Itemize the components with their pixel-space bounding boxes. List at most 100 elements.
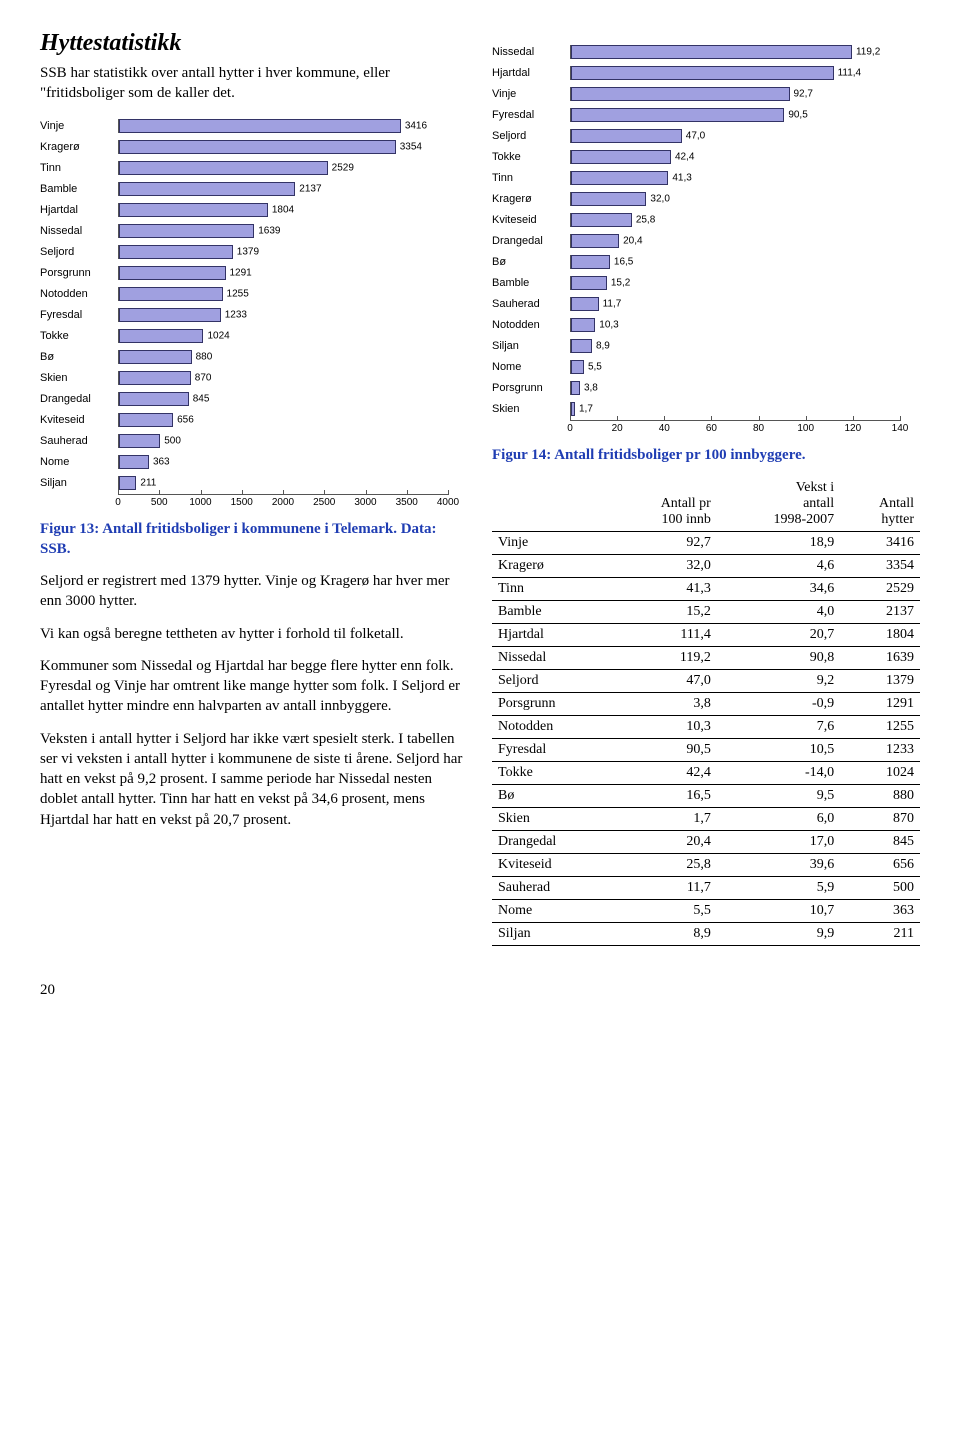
table-cell: 1379 bbox=[840, 670, 920, 693]
bar-value-label: 10,3 bbox=[599, 320, 618, 331]
bar bbox=[119, 476, 136, 490]
bar bbox=[119, 224, 254, 238]
axis-tick-label: 120 bbox=[845, 423, 862, 434]
bar bbox=[571, 150, 671, 164]
table-cell: 20,7 bbox=[717, 624, 840, 647]
bar bbox=[119, 119, 401, 133]
bar-value-label: 15,2 bbox=[611, 278, 630, 289]
bar-category-label: Fyresdal bbox=[492, 109, 570, 121]
bar-row: Hjartdal1804 bbox=[40, 200, 468, 220]
bar-row: Bamble2137 bbox=[40, 179, 468, 199]
table-cell: 39,6 bbox=[717, 854, 840, 877]
bar-value-label: 8,9 bbox=[596, 341, 610, 352]
bar-value-label: 20,4 bbox=[623, 236, 642, 247]
bar-value-label: 500 bbox=[164, 435, 181, 446]
bar-value-label: 870 bbox=[195, 372, 212, 383]
table-cell: 111,4 bbox=[611, 624, 717, 647]
table-cell: 363 bbox=[840, 900, 920, 923]
table-cell: 870 bbox=[840, 808, 920, 831]
table-cell: 41,3 bbox=[611, 578, 717, 601]
bar-row: Fyresdal90,5 bbox=[492, 105, 920, 125]
page-title: Hyttestatistikk bbox=[40, 30, 468, 57]
body-paragraph: Seljord er registrert med 1379 hytter. V… bbox=[40, 571, 468, 612]
table-cell: 845 bbox=[840, 831, 920, 854]
bar-category-label: Seljord bbox=[492, 130, 570, 142]
bar bbox=[119, 371, 191, 385]
bar bbox=[571, 339, 592, 353]
bar-row: Drangedal845 bbox=[40, 389, 468, 409]
bar-category-label: Tinn bbox=[492, 172, 570, 184]
bar-row: Sauherad11,7 bbox=[492, 294, 920, 314]
bar-row: Tinn2529 bbox=[40, 158, 468, 178]
bar-category-label: Sauherad bbox=[40, 435, 118, 447]
table-cell: Sauherad bbox=[492, 877, 611, 900]
table-cell: 47,0 bbox=[611, 670, 717, 693]
bar-value-label: 25,8 bbox=[636, 215, 655, 226]
bar-row: Porsgrunn1291 bbox=[40, 263, 468, 283]
table-cell: 5,5 bbox=[611, 900, 717, 923]
axis-tick-label: 500 bbox=[151, 497, 168, 508]
table-cell: 211 bbox=[840, 923, 920, 946]
bar bbox=[571, 171, 668, 185]
axis-tick-label: 1000 bbox=[189, 497, 211, 508]
bar bbox=[119, 245, 233, 259]
axis-tick-label: 40 bbox=[659, 423, 670, 434]
table-cell: Skien bbox=[492, 808, 611, 831]
bar-row: Tinn41,3 bbox=[492, 168, 920, 188]
table-cell: 4,0 bbox=[717, 601, 840, 624]
table-row: Porsgrunn3,8-0,91291 bbox=[492, 693, 920, 716]
table-cell: 34,6 bbox=[717, 578, 840, 601]
table-cell: 3,8 bbox=[611, 693, 717, 716]
bar-value-label: 656 bbox=[177, 414, 194, 425]
bar-row: Seljord1379 bbox=[40, 242, 468, 262]
bar-row: Skien870 bbox=[40, 368, 468, 388]
table-cell: 10,5 bbox=[717, 739, 840, 762]
table-cell: Kviteseid bbox=[492, 854, 611, 877]
table-cell: 6,0 bbox=[717, 808, 840, 831]
table-cell: Drangedal bbox=[492, 831, 611, 854]
bar bbox=[119, 329, 203, 343]
bar bbox=[571, 87, 790, 101]
bar-row: Fyresdal1233 bbox=[40, 305, 468, 325]
bar-value-label: 1,7 bbox=[579, 404, 593, 415]
data-table: Antall pr100 innbVekst iantall1998-2007A… bbox=[492, 477, 920, 946]
bar bbox=[119, 287, 223, 301]
table-cell: 10,3 bbox=[611, 716, 717, 739]
table-row: Tokke42,4-14,01024 bbox=[492, 762, 920, 785]
bar-category-label: Siljan bbox=[492, 340, 570, 352]
bar bbox=[571, 234, 619, 248]
table-cell: 90,5 bbox=[611, 739, 717, 762]
table-cell: 3416 bbox=[840, 532, 920, 555]
bar-value-label: 1639 bbox=[258, 225, 280, 236]
figure-13-caption: Figur 13: Antall fritidsboliger i kommun… bbox=[40, 519, 468, 560]
table-cell: Siljan bbox=[492, 923, 611, 946]
bar-row: Nissedal1639 bbox=[40, 221, 468, 241]
chart-13: Vinje3416Kragerø3354Tinn2529Bamble2137Hj… bbox=[40, 116, 468, 511]
bar-value-label: 92,7 bbox=[794, 89, 813, 100]
axis-tick-label: 3500 bbox=[396, 497, 418, 508]
table-cell: 119,2 bbox=[611, 647, 717, 670]
bar-row: Kragerø3354 bbox=[40, 137, 468, 157]
bar bbox=[571, 297, 599, 311]
bar-value-label: 47,0 bbox=[686, 131, 705, 142]
bar-category-label: Vinje bbox=[492, 88, 570, 100]
bar bbox=[571, 45, 852, 59]
bar bbox=[119, 182, 295, 196]
table-row: Hjartdal111,420,71804 bbox=[492, 624, 920, 647]
bar-row: Notodden10,3 bbox=[492, 315, 920, 335]
bar-category-label: Porsgrunn bbox=[492, 382, 570, 394]
table-cell: Porsgrunn bbox=[492, 693, 611, 716]
bar-category-label: Drangedal bbox=[492, 235, 570, 247]
table-cell: 656 bbox=[840, 854, 920, 877]
bar-value-label: 1255 bbox=[227, 288, 249, 299]
table-header: Vekst iantall1998-2007 bbox=[717, 477, 840, 532]
body-paragraph: Vi kan også beregne tettheten av hytter … bbox=[40, 624, 468, 644]
table-cell: Bamble bbox=[492, 601, 611, 624]
bar-row: Tokke42,4 bbox=[492, 147, 920, 167]
bar-value-label: 3416 bbox=[405, 120, 427, 131]
table-row: Tinn41,334,62529 bbox=[492, 578, 920, 601]
axis-tick-label: 100 bbox=[797, 423, 814, 434]
bar bbox=[119, 203, 268, 217]
table-header: Antall pr100 innb bbox=[611, 477, 717, 532]
bar-row: Kragerø32,0 bbox=[492, 189, 920, 209]
